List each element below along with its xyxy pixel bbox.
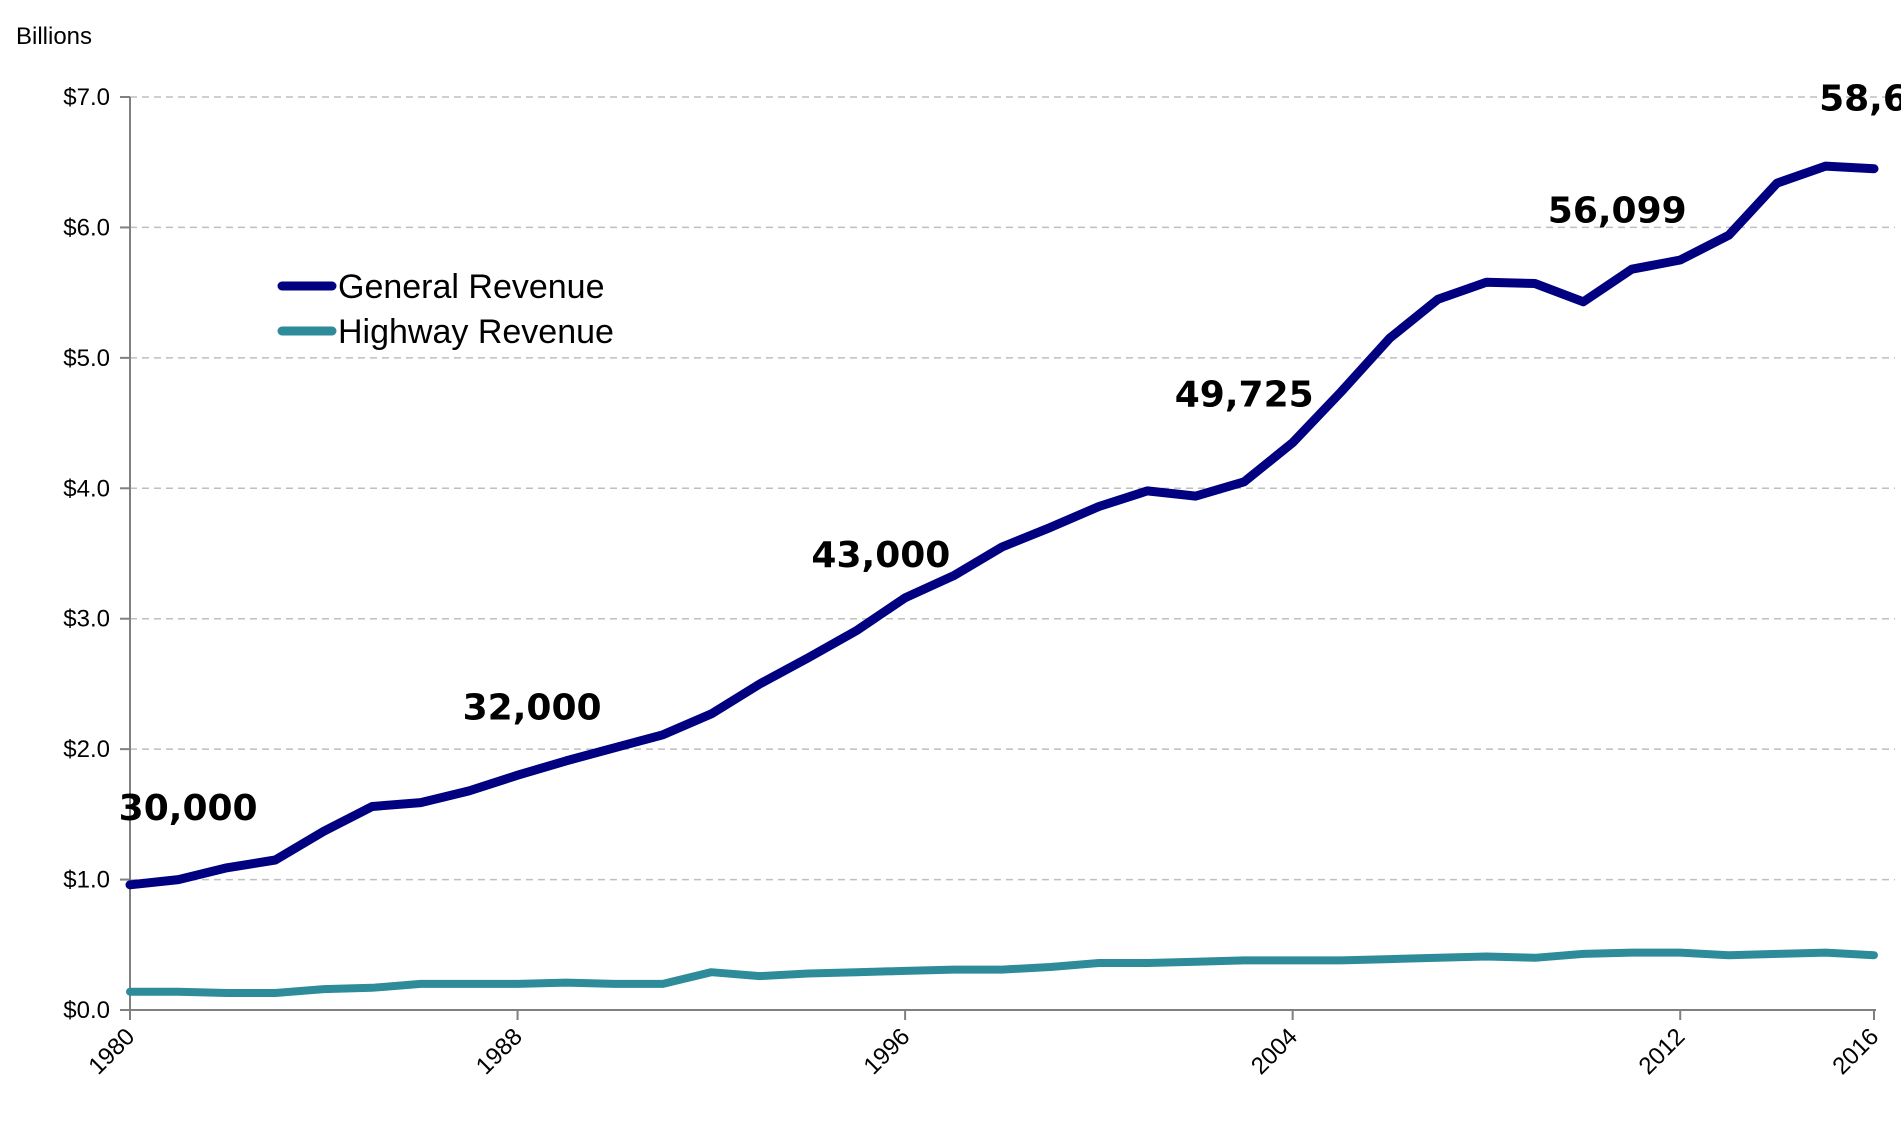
gridlines bbox=[130, 96, 1895, 881]
data-label: 30,000 bbox=[119, 788, 258, 829]
x-axis: 1980 1988 1996 2004 2012 2016 bbox=[83, 1009, 1884, 1080]
y-tick-label: $7.0 bbox=[63, 84, 110, 111]
legend: General Revenue Highway Revenue bbox=[277, 268, 614, 351]
data-label: 32,000 bbox=[463, 687, 602, 728]
data-label: 56,099 bbox=[1548, 190, 1687, 231]
x-tick-label: 1980 bbox=[83, 1023, 140, 1080]
y-tick-label: $5.0 bbox=[63, 345, 110, 372]
x-tick-label: 1996 bbox=[859, 1023, 916, 1080]
series-lines bbox=[125, 161, 1879, 997]
y-tick-label: $6.0 bbox=[63, 214, 110, 241]
general-revenue-legend-label: General Revenue bbox=[338, 268, 605, 306]
y-tick-label: $3.0 bbox=[63, 606, 110, 633]
x-tick-label: 1988 bbox=[471, 1023, 528, 1080]
y-unit-label: Billions bbox=[16, 23, 92, 50]
highway-revenue-legend-label: Highway Revenue bbox=[338, 313, 614, 351]
data-label: 43,000 bbox=[811, 535, 950, 576]
y-tick-label: $1.0 bbox=[63, 867, 110, 894]
x-tick-label: 2016 bbox=[1827, 1023, 1884, 1080]
x-tick-label: 2004 bbox=[1246, 1023, 1303, 1080]
y-tick-label: $2.0 bbox=[63, 736, 110, 763]
x-tick-label: 2012 bbox=[1634, 1023, 1691, 1080]
y-tick-label: $4.0 bbox=[63, 475, 110, 502]
y-axis: $0.0 $1.0 $2.0 $3.0 $4.0 $5.0 $6.0 $7.0 bbox=[63, 84, 131, 1024]
general-revenue-line bbox=[125, 161, 1879, 890]
y-tick-label: $0.0 bbox=[63, 997, 110, 1024]
highway-revenue-line bbox=[126, 948, 1878, 997]
data-label: 49,725 bbox=[1175, 374, 1314, 415]
data-label: 58,651 bbox=[1819, 78, 1901, 119]
data-annotations: 30,000 32,000 43,000 49,725 56,099 58,651 bbox=[119, 78, 1901, 829]
